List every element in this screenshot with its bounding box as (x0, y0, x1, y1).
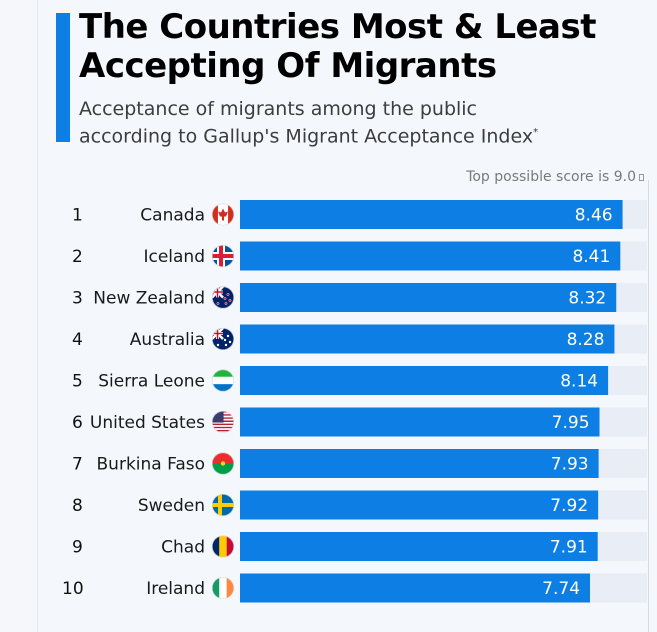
burkina-faso-flag-icon (212, 452, 234, 475)
bar-row: 7.74 10 Ireland (62, 573, 647, 603)
sweden-flag-icon (212, 494, 234, 516)
rank-label: 6 (72, 413, 83, 433)
title-line-2: Accepting Of Migrants (79, 46, 497, 86)
bar-row: 7.92 8 Sweden (72, 490, 647, 520)
rank-label: 7 (72, 455, 83, 475)
bar-row: 8.28 4 Australia (72, 324, 647, 354)
chart-subtitle: Acceptance of migrants among the public a… (79, 97, 538, 148)
rank-label: 1 (72, 206, 83, 226)
bar-row: 8.46 1 Canada (72, 200, 647, 229)
bar-row: 8.41 2 Iceland (72, 241, 647, 271)
bar (240, 573, 591, 603)
canada-flag-icon (212, 203, 234, 226)
bar-row: 7.91 9 Chad (72, 532, 647, 561)
country-label: New Zealand (93, 289, 205, 309)
max-score-note-text: Top possible score is 9.0 (466, 169, 636, 185)
bar (240, 407, 600, 437)
rank-label: 5 (72, 372, 83, 392)
bar-value-label: 8.28 (567, 330, 605, 350)
bar-value-label: 8.32 (568, 289, 606, 309)
bar (240, 241, 621, 271)
country-label: Canada (140, 206, 205, 226)
bar-row: 8.32 3 New Zealand (72, 283, 647, 312)
bar-value-label: 7.95 (552, 413, 590, 433)
bar-value-label: 7.74 (542, 579, 580, 599)
bar (240, 324, 615, 354)
country-label: Ireland (146, 579, 205, 599)
note-marker-icon (639, 173, 644, 181)
bar (240, 532, 598, 561)
country-label: Sweden (138, 496, 205, 516)
rank-label: 3 (72, 289, 83, 309)
country-label: Australia (130, 330, 205, 350)
rank-label: 2 (72, 247, 83, 267)
bar-row: 8.14 5 Sierra Leone (72, 366, 647, 395)
title-accent-bar (56, 13, 70, 142)
bar-value-label: 8.46 (575, 206, 613, 226)
bar (240, 200, 623, 229)
country-label: Burkina Faso (97, 455, 205, 475)
title-line-1: The Countries Most & Least (79, 7, 597, 47)
bar-value-label: 8.14 (560, 372, 598, 392)
country-label: Sierra Leone (98, 372, 205, 392)
country-label: United States (90, 413, 205, 433)
bar (240, 490, 599, 520)
australia-flag-icon (212, 328, 234, 350)
bar-value-label: 7.91 (550, 538, 588, 558)
new-zealand-flag-icon (212, 286, 234, 309)
country-label: Chad (161, 538, 205, 558)
united-states-flag-icon (212, 411, 234, 433)
rank-label: 9 (72, 538, 83, 558)
bar (240, 283, 617, 312)
bar-value-label: 7.92 (550, 496, 588, 516)
chart-title: The Countries Most & Least Accepting Of M… (79, 7, 597, 86)
rank-label: 4 (72, 330, 83, 350)
country-label: Iceland (143, 247, 205, 267)
sierra-leone-flag-icon (212, 369, 234, 392)
max-score-line (648, 180, 649, 632)
rank-label: 10 (62, 579, 84, 599)
rank-label: 8 (72, 496, 83, 516)
iceland-flag-icon (212, 245, 234, 267)
bar (240, 449, 599, 478)
footnote-mark: * (533, 127, 539, 138)
bar (240, 366, 609, 395)
subtitle-line-2: according to Gallup's Migrant Acceptance… (79, 125, 534, 148)
subtitle-line-1: Acceptance of migrants among the public (79, 98, 478, 120)
max-score-note: Top possible score is 9.0 (466, 169, 644, 185)
chad-flag-icon (212, 535, 234, 558)
bar-row: 7.93 7 Burkina Faso (72, 449, 647, 478)
ireland-flag-icon (212, 577, 234, 599)
bar-value-label: 8.41 (572, 247, 610, 267)
bar-row: 7.95 6 United States (72, 407, 647, 437)
chart-card (37, 0, 657, 632)
bar-value-label: 7.93 (551, 455, 589, 475)
